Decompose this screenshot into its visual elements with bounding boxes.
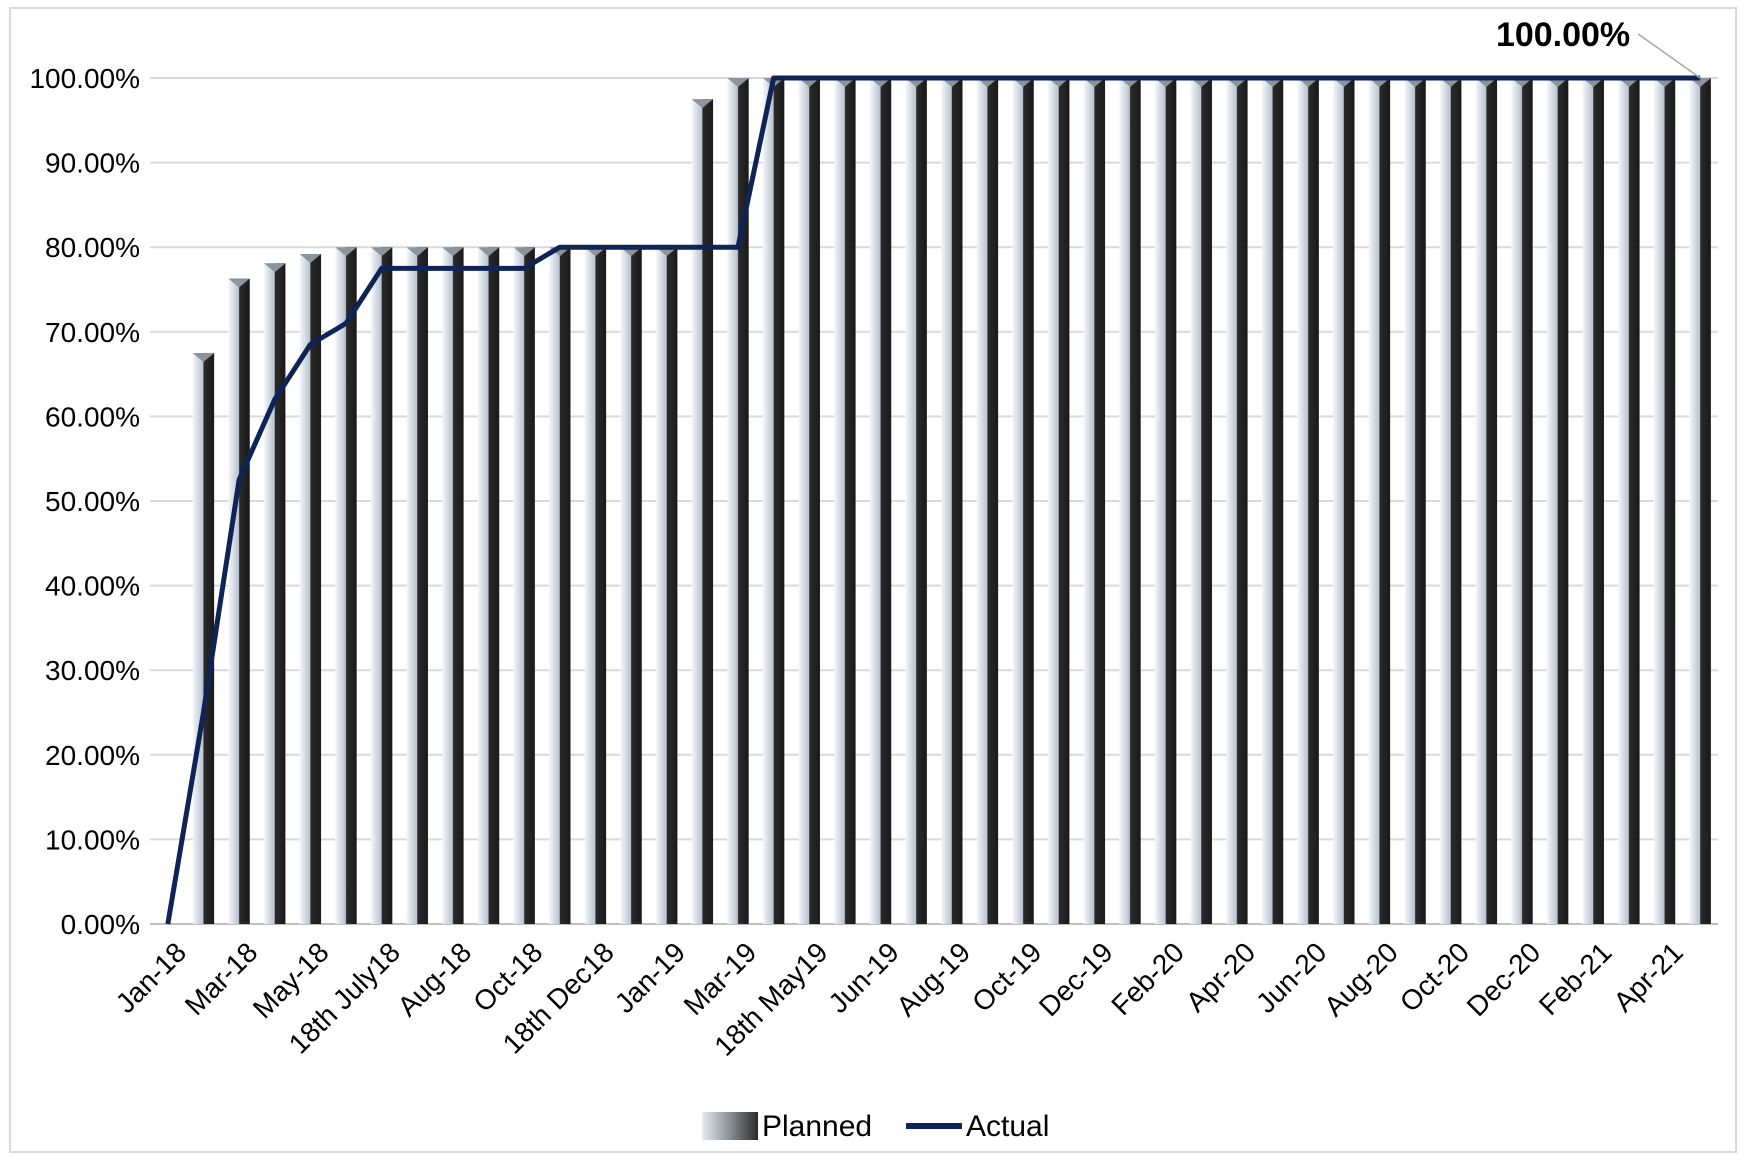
- planned-bar: [941, 78, 963, 924]
- x-tick-label: Aug-18: [392, 936, 478, 1022]
- x-tick-label: Aug-19: [890, 936, 976, 1022]
- planned-bar: [1368, 78, 1391, 924]
- actual-line: [165, 75, 1701, 925]
- legend-item-actual: Actual: [906, 1110, 1049, 1143]
- y-tick-label: 20.00%: [45, 740, 140, 771]
- planned-bar: [727, 78, 749, 924]
- planned-bar: [1048, 78, 1070, 924]
- planned-bar: [976, 78, 999, 924]
- planned-bar: [1440, 78, 1462, 924]
- chart-border: [9, 7, 1737, 1153]
- annotation-leader-line: [1637, 33, 1701, 79]
- x-tick-label: Jan-18: [110, 936, 192, 1018]
- planned-bar: [370, 247, 393, 924]
- planned-bar: [798, 78, 820, 924]
- legend-swatch-planned: [702, 1112, 758, 1140]
- legend-label-planned: Planned: [762, 1110, 872, 1143]
- planned-bar: [299, 253, 322, 924]
- x-tick-label: Jun-20: [1250, 936, 1332, 1018]
- legend: Planned Actual: [702, 1110, 1049, 1143]
- planned-bar: [1012, 78, 1034, 924]
- x-tick-label: Dec-19: [1033, 936, 1119, 1022]
- x-tick-label: Oct-19: [966, 936, 1047, 1017]
- y-tick-label: 10.00%: [45, 824, 140, 855]
- planned-bar: [691, 99, 714, 924]
- legend-item-planned: Planned: [702, 1110, 872, 1143]
- planned-bar: [1582, 78, 1604, 924]
- planned-bar: [1333, 78, 1355, 924]
- planned-bar: [762, 78, 785, 924]
- planned-bar: [869, 78, 892, 924]
- x-tick-label: Apr-21: [1608, 936, 1689, 1017]
- planned-bar: [1475, 78, 1498, 924]
- planned-bar: [1190, 78, 1212, 924]
- planned-bars: [192, 78, 1711, 924]
- planned-bar: [513, 247, 535, 924]
- x-tick-label: Dec-20: [1461, 936, 1547, 1022]
- x-tick-label: Oct-20: [1394, 936, 1475, 1017]
- y-tick-label: 60.00%: [45, 401, 140, 432]
- planned-bar: [477, 247, 500, 924]
- planned-bar: [834, 78, 856, 924]
- planned-bar: [1618, 78, 1640, 924]
- planned-bar: [1154, 78, 1177, 924]
- planned-bar: [442, 247, 464, 924]
- y-tick-label: 0.00%: [61, 909, 140, 940]
- y-tick-label: 40.00%: [45, 571, 140, 602]
- planned-bar: [192, 352, 215, 924]
- y-tick-label: 70.00%: [45, 317, 140, 348]
- planned-bar: [1119, 78, 1141, 924]
- x-tick-label: Feb-20: [1105, 936, 1190, 1021]
- planned-bar: [620, 247, 642, 924]
- planned-bar: [406, 247, 428, 924]
- planned-bar: [1297, 78, 1319, 924]
- x-tick-label: Jan-19: [609, 936, 691, 1018]
- x-tick-label: Mar-18: [179, 936, 264, 1021]
- planned-bar: [1511, 78, 1533, 924]
- y-tick-label: 30.00%: [45, 655, 140, 686]
- planned-bar: [1689, 78, 1711, 924]
- x-tick-label: Aug-20: [1318, 936, 1404, 1022]
- y-tick-label: 100.00%: [29, 63, 140, 94]
- planned-bar: [264, 263, 286, 924]
- annotation-label: 100.00%: [1496, 16, 1630, 54]
- planned-bar: [1404, 78, 1426, 924]
- x-tick-label: Jun-19: [822, 936, 904, 1018]
- actual-line-group: [165, 75, 1701, 925]
- y-tick-label: 80.00%: [45, 232, 140, 263]
- y-tick-label: 50.00%: [45, 486, 140, 517]
- planned-bar: [905, 78, 927, 924]
- planned-bar: [549, 247, 571, 924]
- data-annotation: 100.00%: [1496, 16, 1701, 79]
- legend-label-actual: Actual: [966, 1110, 1049, 1143]
- planned-bar: [335, 247, 357, 924]
- x-tick-label: Feb-21: [1533, 936, 1618, 1021]
- planned-bar: [1546, 78, 1569, 924]
- x-tick-label: Apr-20: [1180, 936, 1261, 1017]
- y-axis-ticks: 0.00% 10.00% 20.00% 30.00% 40.00% 50.00% 60.00…: [29, 63, 140, 940]
- planned-bar: [584, 247, 607, 924]
- planned-bar: [1083, 78, 1106, 924]
- planned-bar: [656, 247, 678, 924]
- planned-bar: [1226, 78, 1248, 924]
- planned-bar: [1653, 78, 1676, 924]
- planned-bar: [1261, 78, 1284, 924]
- y-tick-label: 90.00%: [45, 148, 140, 179]
- planned-bar: [228, 278, 250, 924]
